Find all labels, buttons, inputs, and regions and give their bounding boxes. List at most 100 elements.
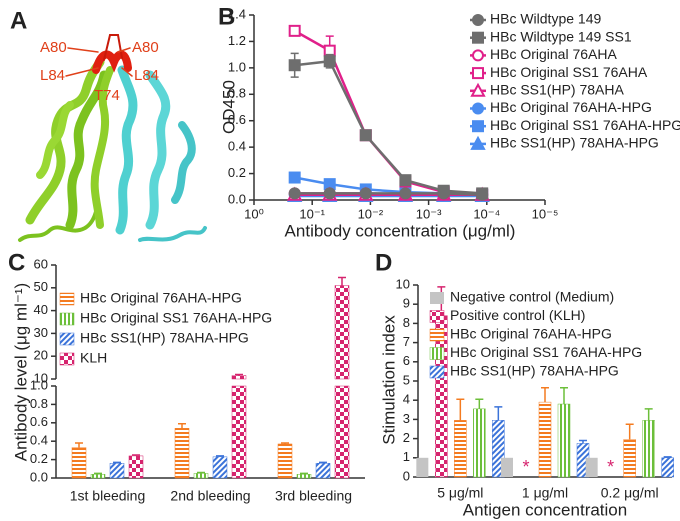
y-tick-label: 1.0 [30, 377, 48, 392]
x-axis-title: Antigen concentration [463, 500, 627, 519]
error-bar [338, 276, 346, 286]
error-bar [281, 442, 289, 444]
marker [323, 187, 336, 200]
y-tick-label: 0.0 [228, 191, 246, 206]
y-tick-label: 50 [34, 279, 48, 294]
bar [454, 420, 467, 478]
y-tick-label: 10 [396, 276, 410, 291]
x-tick-label: 10⁻² [358, 206, 384, 221]
legend-label: HBc Original 76AHA [490, 46, 617, 62]
x-tick-label: 1st bleeding [70, 488, 146, 504]
y-tick-label: 1.2 [228, 33, 246, 48]
y-tick-label: 20 [34, 348, 48, 363]
marker [437, 187, 450, 200]
error-bar [235, 373, 243, 376]
y-tick-label: 0.8 [228, 86, 246, 101]
bar [661, 457, 674, 478]
y-tick-label: 3 [403, 411, 410, 426]
legend-swatch [430, 292, 444, 304]
y-tick-label: 6 [403, 353, 410, 368]
bar [623, 439, 636, 478]
series-line [294, 59, 483, 195]
error-bar [663, 456, 672, 458]
x-tick-label: 5 μg/ml [437, 485, 483, 501]
legend-label: HBc Original SS1 76AHA-HPG [80, 310, 272, 326]
error-bar [644, 408, 653, 421]
bar [538, 401, 552, 478]
error-bar [560, 386, 568, 405]
legend-swatch [429, 310, 445, 323]
legend-swatch [59, 352, 75, 366]
bar [174, 428, 190, 479]
error-bar [475, 398, 484, 409]
error-bar [300, 472, 308, 475]
x-tick-label: 10⁻¹ [299, 206, 325, 221]
error-bar [494, 406, 503, 421]
marker [476, 188, 489, 201]
legend-marker [470, 82, 486, 97]
bar [473, 408, 486, 478]
legend-swatch [59, 292, 75, 306]
legend-marker [472, 49, 484, 62]
y-axis-title: Stimulation index [379, 315, 398, 445]
legend-label: HBc SS1(HP) 78AHA-HPG [490, 135, 659, 151]
legend-label: HBc Original SS1 76AHA-HPG [450, 344, 642, 360]
x-tick-label: 2nd bleeding [170, 488, 250, 504]
y-tick-label: 7 [403, 334, 410, 349]
x-tick-label: 10⁰ [244, 206, 264, 221]
legend-marker [472, 102, 484, 115]
bar [501, 457, 513, 477]
marker [359, 187, 372, 200]
legend-label: HBc Wildtype 149 SS1 [490, 28, 632, 44]
y-tick-label: 0.4 [30, 433, 48, 448]
bar [557, 403, 571, 478]
bar [315, 463, 331, 479]
y-tick-label: 40 [34, 302, 48, 317]
error-bar [579, 439, 587, 444]
marker [399, 174, 412, 187]
y-tick-label: 0.0 [30, 469, 48, 484]
legend-label: HBc Wildtype 149 [490, 11, 601, 27]
legend-swatch [429, 347, 445, 360]
y-axis-title: Antibody level (μg ml⁻¹) [11, 283, 30, 461]
bar [334, 285, 350, 380]
legend-marker [472, 120, 484, 133]
legend-swatch [59, 312, 75, 326]
legend-label: HBc SS1(HP) 78AHA-HPG [450, 363, 619, 379]
legend-swatch [429, 365, 445, 379]
legend-marker [470, 135, 486, 150]
y-tick-label: 0.6 [228, 112, 246, 127]
x-tick-label: 1 μg/ml [522, 485, 568, 501]
marker [359, 129, 372, 142]
bar [109, 463, 125, 479]
panel-label: D [375, 249, 392, 276]
legend-label: HBc Original SS1 76AHA-HPG [490, 117, 680, 133]
residue-label: L84 [40, 67, 65, 84]
bar [71, 447, 87, 479]
y-tick-label: 1.0 [228, 59, 246, 74]
legend-label: Positive control (KLH) [450, 307, 585, 323]
error-bar [132, 454, 140, 456]
bar [231, 385, 247, 479]
bar [296, 474, 312, 479]
marker [399, 187, 412, 200]
error-bar [456, 398, 465, 421]
legend-label: HBc SS1(HP) 78AHA-HPG [80, 330, 249, 346]
bar [193, 473, 209, 479]
y-tick-label: 0.2 [228, 165, 246, 180]
error-bar [197, 471, 205, 474]
residue-label: T74 [94, 87, 120, 104]
y-tick-label: 9 [403, 296, 410, 311]
bar [231, 375, 247, 380]
y-tick-label: 0 [403, 468, 410, 483]
protein-structure [18, 34, 207, 242]
panel-label: B [218, 3, 235, 30]
legend-label: HBc Original 76AHA-HPG [80, 290, 242, 306]
panel-label: C [8, 249, 25, 276]
y-tick-label: 30 [34, 325, 48, 340]
y-tick-label: 0.6 [30, 414, 48, 429]
y-tick-label: 0.4 [228, 139, 246, 154]
error-bar [178, 422, 186, 429]
y-tick-label: 10 [34, 370, 48, 385]
